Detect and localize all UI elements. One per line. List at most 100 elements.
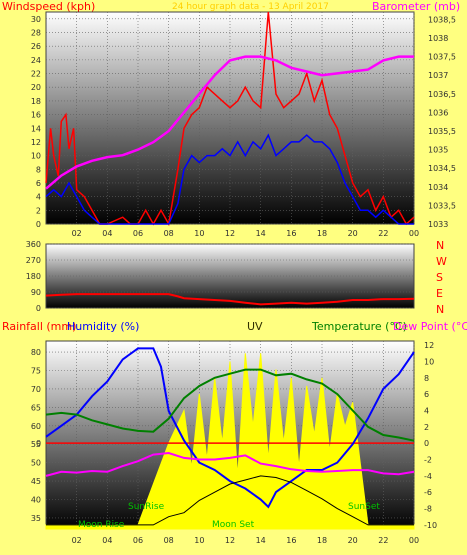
y-left-tick-label: 50 xyxy=(31,459,41,468)
x-tick-label: 14 xyxy=(256,536,266,545)
x-tick-label: 04 xyxy=(102,229,112,238)
x-tick-label: 22 xyxy=(378,536,388,545)
x-tick-label: 22 xyxy=(378,229,388,238)
y-left-tick-label: 6 xyxy=(36,179,41,188)
dir-label-w: W xyxy=(436,255,447,268)
y-left-tick-label: 70 xyxy=(31,385,41,394)
moonset-label: Moon Set xyxy=(212,520,255,530)
dir-tick-label: 180 xyxy=(26,272,41,281)
y-right-tick-label: 0 xyxy=(424,439,429,448)
y-left-tick-label: 30 xyxy=(31,15,41,24)
x-tick-label: 18 xyxy=(317,229,327,238)
barometer-line xyxy=(45,55,414,190)
y-right-tick-label: 1036,5 xyxy=(428,90,456,99)
y-right-tick-label: -8 xyxy=(424,505,432,514)
y-right-tick-label: 2 xyxy=(424,423,429,432)
x-tick-label: 04 xyxy=(102,536,112,545)
temperature-line xyxy=(45,368,415,442)
y-right-tick-label: -10 xyxy=(424,521,437,530)
x-tick-label: 12 xyxy=(225,536,235,545)
x-tick-label: 02 xyxy=(72,229,82,238)
y-right-tick-label: 1034,5 xyxy=(428,164,456,173)
y-left-tick-label: 60 xyxy=(31,422,41,431)
y-right-tick-label: 6 xyxy=(424,390,429,399)
y-left-tick-label: 80 xyxy=(31,348,41,357)
y-left-tick-label: 45 xyxy=(31,477,41,486)
x-tick-label: 10 xyxy=(194,229,204,238)
y-left-tick-label: 16 xyxy=(31,111,41,120)
wind-line xyxy=(45,11,415,227)
y-right-tick-label: -2 xyxy=(424,456,432,465)
dewpoint-line xyxy=(45,451,415,477)
dir-tick-label: 90 xyxy=(31,288,41,297)
dir-label-e: E xyxy=(436,287,443,300)
x-tick-label: 20 xyxy=(348,536,358,545)
sunrise-label: SunRise xyxy=(128,502,165,512)
dir-label-n2: N xyxy=(436,303,445,316)
y-left-tick-label: 22 xyxy=(31,70,41,79)
y-left-tick-label: 10 xyxy=(31,152,41,161)
x-tick-label: 02 xyxy=(72,536,82,545)
y-left-tick-label: 14 xyxy=(31,124,41,133)
x-tick-label: 20 xyxy=(348,229,358,238)
gust-line xyxy=(45,133,414,225)
dir-tick-label: 360 xyxy=(26,240,41,249)
y-right-tick-label: 4 xyxy=(424,406,429,415)
y-left-tick-label: 0 xyxy=(36,220,41,229)
x-tick-label: 14 xyxy=(256,229,266,238)
barometer-label: Barometer (mb) xyxy=(372,0,461,13)
y-left-tick-label: 18 xyxy=(31,97,41,106)
y-left-tick-label: 40 xyxy=(31,496,41,505)
dir-tick-label: 270 xyxy=(26,256,41,265)
y-right-tick-label: 1037 xyxy=(428,71,448,80)
sunset-label: SunSet xyxy=(348,502,380,512)
y-right-tick-label: 12 xyxy=(424,341,434,350)
humidity-temperature-chart: 35404550556065707580-10-8-6-4-2024681012… xyxy=(31,340,437,545)
y-right-tick-label: 10 xyxy=(424,357,434,366)
x-tick-label: 06 xyxy=(133,229,143,238)
temperature-label: Temperature (°C) xyxy=(312,320,407,333)
humidity-line xyxy=(45,347,415,509)
y-left-tick-label: 28 xyxy=(31,29,41,38)
y-left-tick-label: 8 xyxy=(36,165,41,174)
y-right-tick-label: 1035,5 xyxy=(428,127,456,136)
y-right-tick-label: 1033,5 xyxy=(428,201,456,210)
y-right-tick-label: 1038,5 xyxy=(428,15,456,24)
x-tick-label: 16 xyxy=(286,229,296,238)
y-right-tick-label: 8 xyxy=(424,374,429,383)
dewpoint-label: Dew Point (°C) xyxy=(393,320,467,333)
x-tick-label: 18 xyxy=(317,536,327,545)
y-right-tick-label: 1034 xyxy=(428,183,448,192)
x-tick-label: 00 xyxy=(409,536,419,545)
windspeed-label: Windspeed (kph) xyxy=(2,0,96,13)
rainfall-zero-label: 0 xyxy=(36,439,41,448)
y-right-tick-label: 1033 xyxy=(428,220,448,229)
y-right-tick-label: 1037,5 xyxy=(428,53,456,62)
dir-tick-label: 0 xyxy=(36,304,41,313)
winddir-line xyxy=(45,293,415,306)
y-left-tick-label: 26 xyxy=(31,42,41,51)
x-tick-label: 00 xyxy=(409,229,419,238)
humidity-label: Humidity (%) xyxy=(67,320,140,333)
y-right-tick-label: -6 xyxy=(424,488,432,497)
wind-direction-chart: 0 90 180 270 360 xyxy=(26,240,415,313)
x-tick-label: 16 xyxy=(286,536,296,545)
y-left-tick-label: 24 xyxy=(31,56,41,65)
x-tick-label: 10 xyxy=(194,536,204,545)
y-left-tick-label: 12 xyxy=(31,138,41,147)
x-tick-label: 06 xyxy=(133,536,143,545)
uv-area xyxy=(45,353,415,530)
y-left-tick-label: 20 xyxy=(31,83,41,92)
y-right-tick-label: 1036 xyxy=(428,108,448,117)
y-left-tick-label: 65 xyxy=(31,403,41,412)
rainfall-label: Rainfall (mm) xyxy=(2,320,77,333)
x-tick-label: 08 xyxy=(164,536,174,545)
y-left-tick-label: 55 xyxy=(31,440,41,449)
y-right-tick-label: -4 xyxy=(424,472,432,481)
wind-pressure-chart: 02468101214161820222426283010331033,5103… xyxy=(31,11,456,238)
y-left-tick-label: 2 xyxy=(36,206,41,215)
y-left-tick-label: 35 xyxy=(31,514,41,523)
dir-label-n: N xyxy=(436,239,445,252)
solar-line xyxy=(46,475,414,526)
y-left-tick-label: 4 xyxy=(36,193,41,202)
